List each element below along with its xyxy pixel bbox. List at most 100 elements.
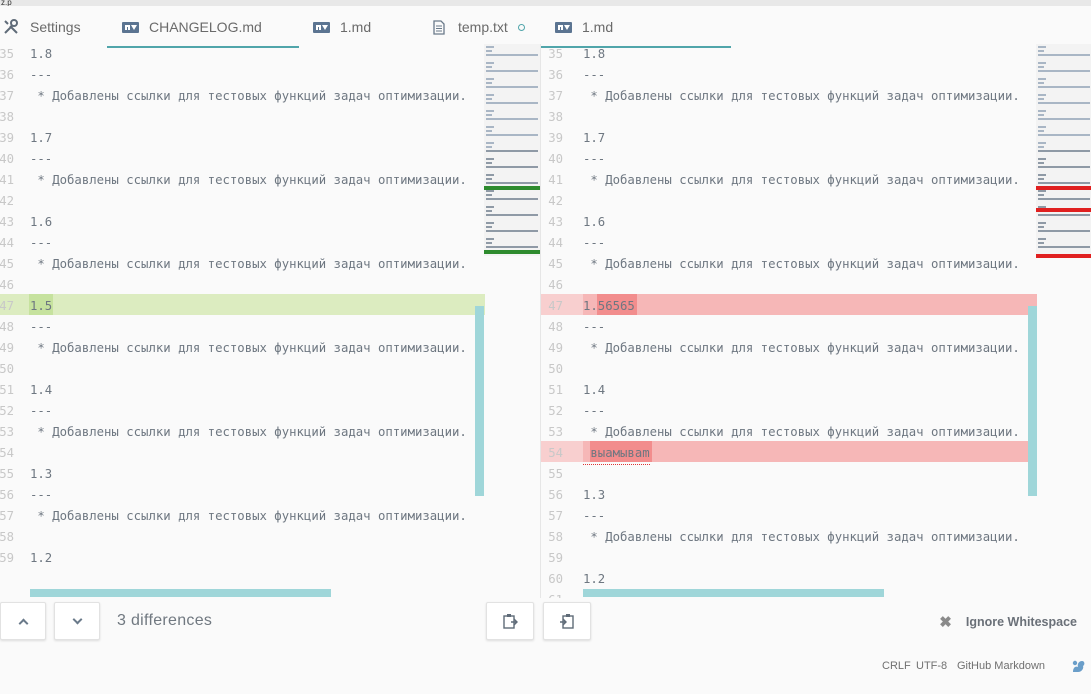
code-line[interactable]: 50 <box>0 359 540 380</box>
code-line[interactable]: 51 1.4 <box>541 380 1091 401</box>
minimap-line <box>1038 246 1090 248</box>
code-line[interactable]: 58 <box>0 527 540 548</box>
grammar-indicator[interactable]: GitHub Markdown <box>957 660 1046 672</box>
code-line[interactable]: 39 1.7 <box>0 128 540 149</box>
ignore-whitespace-toggle[interactable]: ✖ Ignore Whitespace <box>939 613 1077 631</box>
minimap-line <box>486 178 492 180</box>
minimap-line <box>486 86 538 88</box>
code-line[interactable]: 53 * Добавлены ссылки для тестовых функц… <box>0 422 540 443</box>
code-line[interactable]: 36 --- <box>0 65 540 86</box>
code-line[interactable]: 38 <box>541 107 1091 128</box>
code-line[interactable]: 50 <box>541 359 1091 380</box>
tab-changelog[interactable]: CHANGELOG.md <box>107 6 299 48</box>
tab-1-md-right[interactable]: 1.md <box>540 6 731 48</box>
code-line[interactable]: 59 <box>541 548 1091 569</box>
minimap-line <box>486 198 538 200</box>
code-line[interactable]: 35 1.8 <box>0 44 540 65</box>
code-line[interactable]: 37 * Добавлены ссылки для тестовых функц… <box>0 86 540 107</box>
code-line[interactable]: 37 * Добавлены ссылки для тестовых функц… <box>541 86 1091 107</box>
minimap-line <box>1038 102 1090 104</box>
minimap-line <box>486 130 492 132</box>
code-line[interactable]: 52 --- <box>0 401 540 422</box>
previous-diff-button[interactable] <box>0 602 46 640</box>
code-line[interactable]: 38 <box>0 107 540 128</box>
code-line[interactable]: 58 * Добавлены ссылки для тестовых функц… <box>541 527 1091 548</box>
code-line[interactable]: 42 <box>541 191 1091 212</box>
code-line[interactable]: 41 * Добавлены ссылки для тестовых функц… <box>541 170 1091 191</box>
scrollbar-vertical-right[interactable] <box>1028 306 1037 496</box>
code-line[interactable]: 47 1.5 <box>0 296 540 317</box>
minimap-line <box>1038 162 1044 164</box>
code-line[interactable]: 49 * Добавлены ссылки для тестовых функц… <box>541 338 1091 359</box>
code-line[interactable]: 61 <box>541 590 1091 598</box>
next-diff-button[interactable] <box>54 602 100 640</box>
minimap-right[interactable] <box>1036 44 1091 258</box>
code-line[interactable]: 41 * Добавлены ссылки для тестовых функц… <box>0 170 540 191</box>
tab-settings[interactable]: Settings <box>0 6 81 48</box>
code-line[interactable]: 43 1.6 <box>541 212 1091 233</box>
code-line[interactable]: 49 * Добавлены ссылки для тестовых функц… <box>0 338 540 359</box>
line-number: 52 <box>548 404 563 418</box>
code-line[interactable]: 36 --- <box>541 65 1091 86</box>
diff-pane-right[interactable]: 35 1.8 36 --- 37 * Добавлены ссылки для тест… <box>540 44 1091 598</box>
line-number: 49 <box>0 341 14 355</box>
code-line[interactable]: 43 1.6 <box>0 212 540 233</box>
code-line[interactable]: 40 --- <box>0 149 540 170</box>
minimap-line <box>1038 174 1046 176</box>
line-number: 43 <box>0 215 14 229</box>
scrollbar-vertical-left[interactable] <box>475 306 484 496</box>
code-line[interactable]: 52 --- <box>541 401 1091 422</box>
diff-pane-left[interactable]: 35 1.8 36 --- 37 * Добавлены ссылки для тест… <box>0 44 540 598</box>
squirrel-icon[interactable] <box>1070 658 1086 674</box>
code-line[interactable]: 45 * Добавлены ссылки для тестовых функц… <box>0 254 540 275</box>
minimap-line <box>1038 98 1044 100</box>
code-line[interactable]: 48 --- <box>541 317 1091 338</box>
code-line[interactable]: 44 --- <box>541 233 1091 254</box>
code-line[interactable]: 60 1.2 <box>541 569 1091 590</box>
code-line[interactable]: 54 <box>0 443 540 464</box>
minimap-line <box>486 230 538 232</box>
copy-to-left-button[interactable] <box>486 602 534 640</box>
code-line[interactable]: 56 --- <box>0 485 540 506</box>
minimap-line <box>486 174 494 176</box>
code-line[interactable]: 57 --- <box>541 506 1091 527</box>
tab-label: 1.md <box>340 19 372 35</box>
encoding-indicator[interactable]: UTF-8 <box>916 660 948 672</box>
scrollbar-horizontal-right[interactable] <box>583 589 884 597</box>
code-line[interactable]: 55 <box>541 464 1091 485</box>
code-line[interactable]: 46 <box>541 275 1091 296</box>
tools-icon <box>0 19 22 35</box>
line-number: 56 <box>548 488 563 502</box>
line-text: 1.4 <box>583 383 606 397</box>
line-text: --- <box>583 236 606 250</box>
code-line[interactable]: 42 <box>0 191 540 212</box>
copy-to-right-button[interactable] <box>543 602 591 640</box>
tab-1-md[interactable]: 1.md <box>310 6 371 48</box>
code-line[interactable]: 45 * Добавлены ссылки для тестовых функц… <box>541 254 1091 275</box>
code-line[interactable]: 48 --- <box>0 317 540 338</box>
code-line[interactable]: 46 <box>0 275 540 296</box>
scrollbar-horizontal-left[interactable] <box>30 589 331 597</box>
minimap-line <box>1038 86 1090 88</box>
code-line[interactable]: 44 --- <box>0 233 540 254</box>
minimap-line <box>1038 226 1044 228</box>
code-line[interactable]: 35 1.8 <box>541 44 1091 65</box>
minimap-left[interactable] <box>484 44 540 256</box>
code-line[interactable]: 59 1.2 <box>0 548 540 569</box>
code-line[interactable]: 55 1.3 <box>0 464 540 485</box>
code-line[interactable]: 51 1.4 <box>0 380 540 401</box>
tab-temp-txt[interactable]: temp.txt <box>428 6 525 48</box>
line-text: 1.6 <box>30 215 53 229</box>
code-line[interactable]: 39 1.7 <box>541 128 1091 149</box>
code-line[interactable]: 56 1.3 <box>541 485 1091 506</box>
line-number: 50 <box>0 362 14 376</box>
chevron-up-icon <box>18 618 28 628</box>
code-line[interactable]: 54 выамываm <box>541 443 1091 465</box>
code-line[interactable]: 47 1.56565 <box>541 296 1091 317</box>
code-line[interactable]: 57 * Добавлены ссылки для тестовых функц… <box>0 506 540 527</box>
minimap-line <box>1038 166 1090 168</box>
code-line[interactable]: 40 --- <box>541 149 1091 170</box>
line-ending-indicator[interactable]: CRLF <box>882 660 911 672</box>
code-line[interactable]: 53 * Добавлены ссылки для тестовых функц… <box>541 422 1091 443</box>
line-text: * Добавлены ссылки для тестовых функций … <box>30 509 467 523</box>
